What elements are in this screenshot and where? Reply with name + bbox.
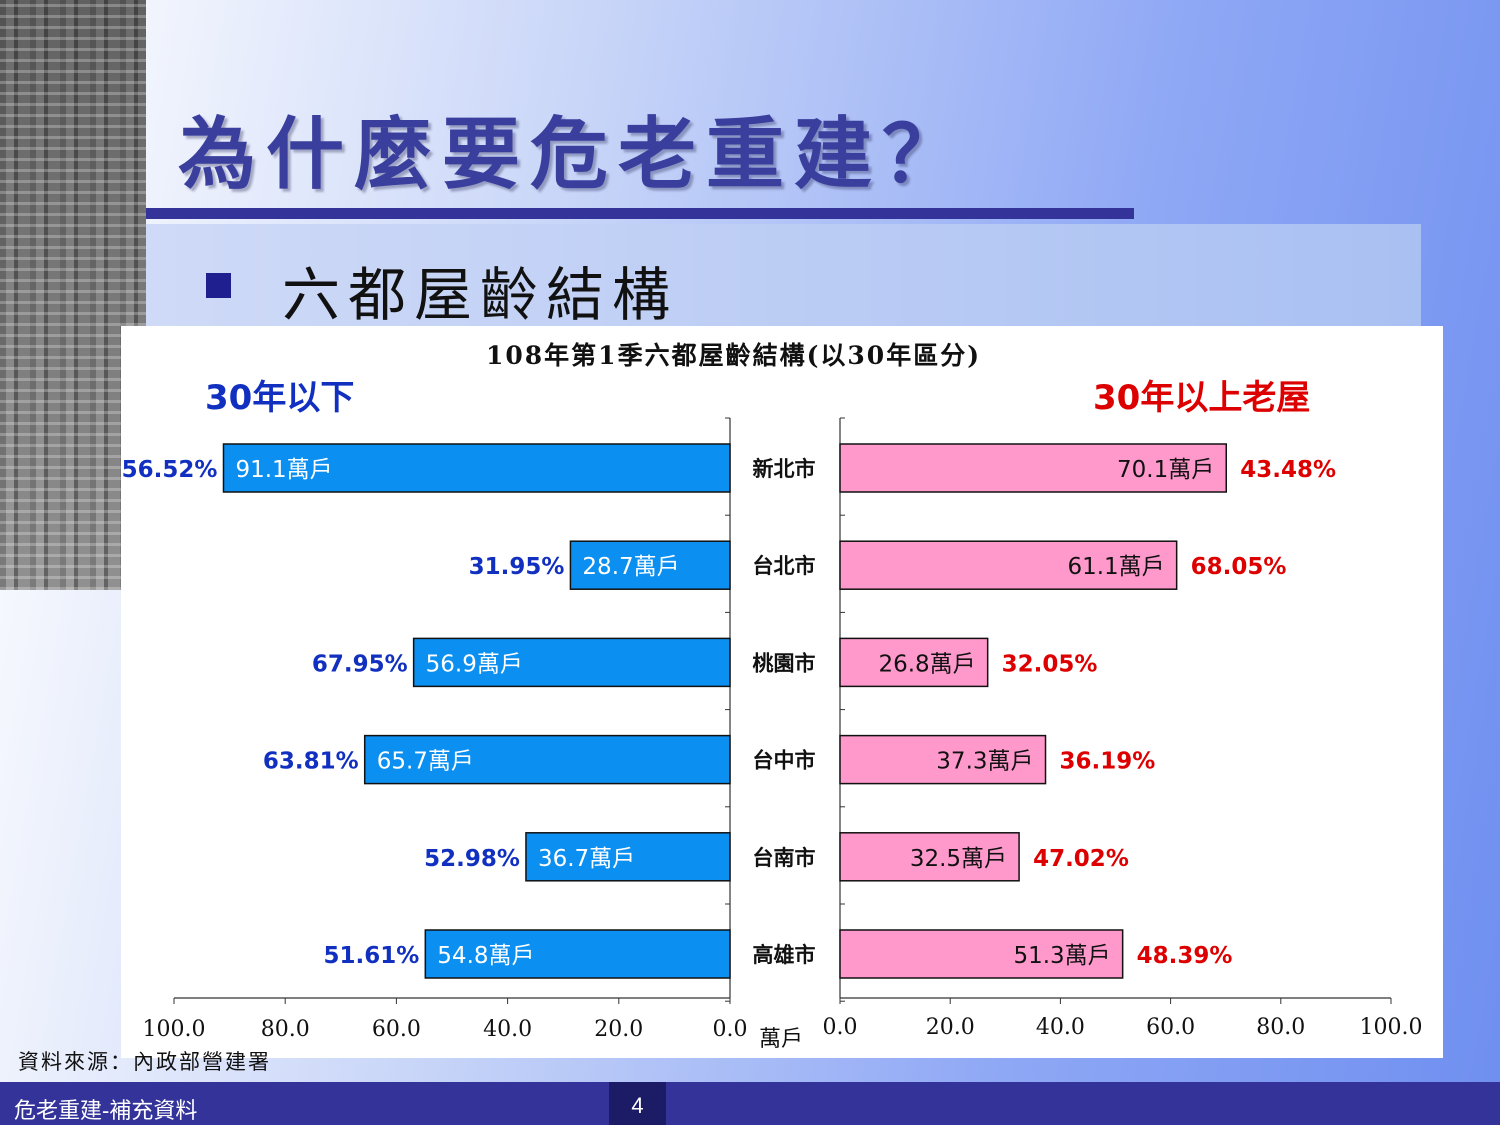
left-x-tick-label: 80.0 bbox=[261, 1017, 310, 1042]
category-label: 高雄市 bbox=[753, 942, 816, 967]
right-percent-label: 48.39% bbox=[1137, 943, 1233, 969]
right-bar-value-label: 61.1萬戶 bbox=[1067, 554, 1164, 580]
age-structure-chart: 0.0 0.0 20.0 20.0 40.0 40.0 60.0 60.0 80.0 80.0 10… bbox=[122, 417, 1423, 1052]
left-x-tick-label: 40.0 bbox=[483, 1017, 532, 1042]
right-percent-label: 47.02% bbox=[1033, 846, 1129, 872]
right-percent-label: 68.05% bbox=[1191, 554, 1287, 580]
unit-label: 萬戶 bbox=[759, 1027, 803, 1052]
left-percent-label: 67.95% bbox=[312, 651, 408, 677]
slide-subtitle: 六都屋齡結構 bbox=[282, 261, 679, 329]
right-percent-label: 32.05% bbox=[1002, 651, 1098, 677]
left-bar bbox=[569, 540, 731, 590]
left-x-tick-label: 60.0 bbox=[372, 1017, 421, 1042]
right-bar bbox=[839, 443, 1228, 493]
left-x-tick-label: 0.0 bbox=[713, 1017, 748, 1042]
right-percent-label: 36.19% bbox=[1060, 749, 1156, 775]
footer-bar bbox=[0, 1082, 1500, 1125]
right-bar bbox=[839, 637, 989, 688]
left-bar bbox=[412, 637, 731, 688]
category-label: 台北市 bbox=[753, 553, 816, 578]
right-bar-value-label: 32.5萬戶 bbox=[910, 846, 1007, 872]
left-x-tick-label: 20.0 bbox=[594, 1017, 643, 1042]
left-bar-value-label: 56.9萬戶 bbox=[426, 651, 523, 677]
source-note: 資料來源：內政部營建署 bbox=[18, 1050, 271, 1074]
left-bar bbox=[525, 832, 731, 882]
chart-title: 108年第1季六都屋齡結構(以30年區分) bbox=[486, 341, 982, 370]
right-x-tick-label: 40.0 bbox=[1036, 1015, 1085, 1040]
slide-title: 為什麼要危老重建？ bbox=[178, 109, 971, 200]
left-percent-label: 31.95% bbox=[469, 554, 565, 580]
left-percent-label: 52.98% bbox=[424, 846, 520, 872]
left-series-heading: 30年以下 bbox=[205, 378, 355, 418]
page-number: 4 bbox=[631, 1093, 644, 1118]
left-bar-value-label: 28.7萬戶 bbox=[582, 554, 679, 580]
right-bar bbox=[839, 540, 1178, 590]
left-bar-value-label: 36.7萬戶 bbox=[538, 846, 635, 872]
left-bar-value-label: 91.1萬戶 bbox=[235, 457, 332, 483]
left-bar bbox=[424, 929, 731, 979]
page-number-box bbox=[609, 1082, 666, 1125]
category-label: 新北市 bbox=[753, 456, 816, 481]
left-percent-label: 63.81% bbox=[263, 749, 359, 775]
right-x-tick-label: 60.0 bbox=[1146, 1015, 1195, 1040]
city-photo bbox=[0, 0, 146, 590]
right-bar bbox=[839, 734, 1047, 785]
category-label: 台南市 bbox=[753, 845, 816, 870]
left-percent-label: 56.52% bbox=[122, 457, 218, 483]
title-rule bbox=[146, 208, 1134, 219]
right-bar-value-label: 51.3萬戶 bbox=[1013, 943, 1110, 969]
right-series-heading: 30年以上老屋 bbox=[1093, 378, 1311, 418]
chart-panel: 0.0 0.0 20.0 20.0 40.0 40.0 60.0 60.0 80.0 80.0 10… bbox=[121, 326, 1443, 1058]
right-bar-value-label: 70.1萬戶 bbox=[1117, 457, 1214, 483]
left-x-tick-label: 100.0 bbox=[143, 1017, 206, 1042]
left-bar-value-label: 65.7萬戶 bbox=[377, 749, 474, 775]
category-label: 台中市 bbox=[753, 748, 816, 773]
right-x-tick-label: 20.0 bbox=[926, 1015, 975, 1040]
left-bar-value-label: 54.8萬戶 bbox=[437, 943, 534, 969]
bullet-square-icon bbox=[206, 273, 231, 298]
category-label: 桃園市 bbox=[753, 650, 816, 675]
left-bar bbox=[222, 443, 731, 493]
right-bar-value-label: 26.8萬戶 bbox=[878, 651, 975, 677]
right-bar bbox=[839, 832, 1020, 882]
footer-text: 危老重建-補充資料 bbox=[14, 1098, 198, 1123]
left-bar bbox=[363, 734, 731, 785]
right-bar bbox=[839, 929, 1124, 979]
right-bar-value-label: 37.3萬戶 bbox=[936, 749, 1033, 775]
subtitle-band bbox=[146, 224, 1421, 326]
left-percent-label: 51.61% bbox=[324, 943, 420, 969]
right-percent-label: 43.48% bbox=[1240, 457, 1336, 483]
right-x-tick-label: 80.0 bbox=[1256, 1015, 1305, 1040]
right-x-tick-label: 0.0 bbox=[823, 1015, 858, 1040]
right-x-tick-label: 100.0 bbox=[1360, 1015, 1423, 1040]
